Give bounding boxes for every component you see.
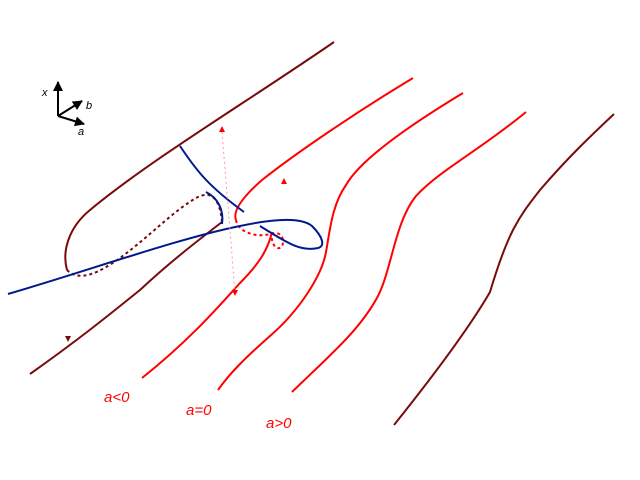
axis-triad: x b a (41, 81, 92, 138)
fold-curve-lower-branch (29, 221, 223, 375)
far-right-curve (393, 113, 615, 426)
label-a-positive: a>0 (266, 415, 292, 432)
markers (65, 126, 287, 342)
fold-curve-upper-branch (64, 41, 335, 271)
curve-a-zero (217, 92, 464, 391)
dark-arrow-marker (65, 336, 71, 342)
parameter-labels: a<0 a=0 a>0 (104, 389, 292, 432)
curve-a-neg-upper (234, 77, 414, 221)
label-a-negative: a<0 (104, 389, 130, 406)
red-arrow-marker-bottom (232, 290, 238, 296)
blue-small-branch (205, 191, 224, 225)
x-axis-label: x (41, 87, 48, 99)
curve-a-pos (291, 111, 527, 393)
a-axis-arrow (57, 115, 85, 127)
curve-a-neg-lower (141, 231, 273, 379)
red-arrow-marker-top (219, 126, 225, 132)
blue-fold-curve (7, 218, 324, 295)
red-arrow-marker-mid (281, 178, 287, 184)
red-curves (141, 77, 527, 393)
blue-vertical-branch (179, 145, 245, 213)
b-axis-label: b (86, 100, 92, 112)
label-a-zero: a=0 (186, 402, 212, 419)
outer-curves (29, 41, 615, 426)
curve-a-neg-fold-dashed (235, 219, 285, 250)
blue-curves (7, 145, 324, 295)
b-axis-arrow (57, 100, 83, 117)
dotted-vertical-guide (221, 131, 236, 293)
a-axis-label: a (78, 126, 84, 138)
fold-curve-fold-dashed (66, 193, 223, 277)
